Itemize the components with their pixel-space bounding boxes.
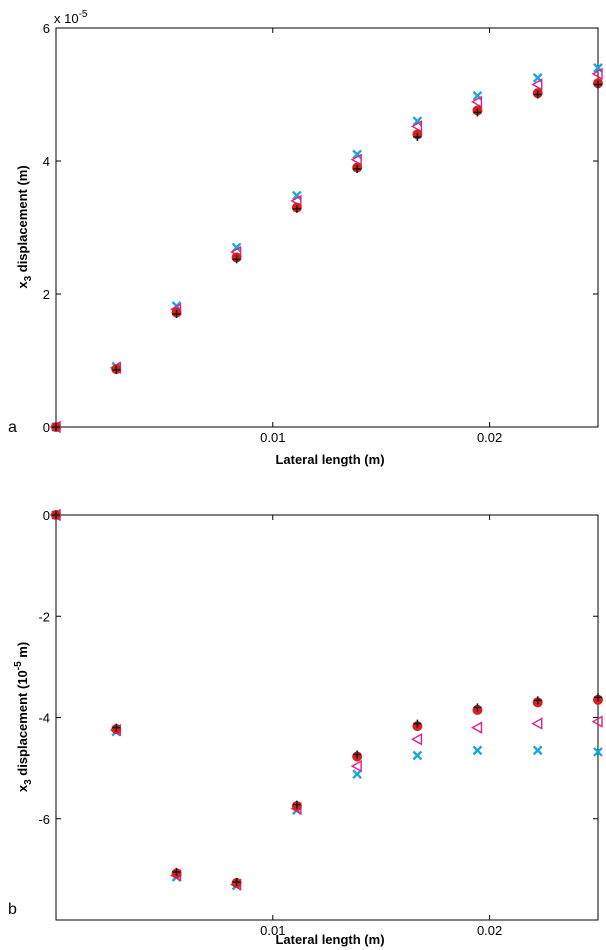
panel-a-data-point-plus [52,423,60,431]
panel-b-data-point-plus [172,867,181,876]
panel-a-data-point-plus [353,164,362,173]
panel-b-plot-frame [55,514,599,921]
panel-a-data-point-plus [292,204,301,213]
panel-a-data-point-x [352,149,362,160]
panel-a-letter: a [8,419,17,436]
panel-b-data-point-plus [353,750,362,759]
panel-a-data-point-triangle-left [471,95,483,109]
panel-b-data-point-x [352,769,362,780]
panel-b-data-point-plus [112,723,121,732]
panel-a-ylabel-rest: displacement (m) [15,165,30,276]
panel-b-data-point-triangle-left [471,721,483,734]
panel-a-data-point-plus [413,133,422,142]
panel-a-y-tick-label: 0 [43,420,50,435]
panel-a-data-point-plus [232,255,241,264]
panel-a-y-axis-label: x3 displacement (m) [15,165,34,288]
panel-a-chart: 0.01 0.02 0 2 4 6 x 10-5 Lateral length (m) x… [8,9,603,467]
panel-a-data-point-plus [533,90,542,99]
panel-a-x-tick-label: 0.02 [477,430,502,445]
panel-b-ylabel-sub: 3 [23,779,34,785]
panel-b-data-point-plus [594,693,602,702]
panel-a-data-point-x [292,190,302,201]
panel-b-data-point-x [532,745,543,756]
panel-b-x-axis-label: Lateral length (m) [275,932,384,947]
panel-a-data-point-triangle-left [531,78,543,91]
panel-b-y-axis-label: x3 displacement (10-5 m) [13,642,34,792]
panel-a-ticks: 0.01 0.02 0 2 4 6 [43,21,598,445]
panel-a-data-point-x [472,90,483,101]
panel-a-data-point-x [593,63,603,73]
panel-b-data-point-plus [232,878,241,887]
panel-a-y-tick-label: 2 [43,287,50,302]
panel-b-data-point-plus [292,800,301,809]
panel-b-y-tick-label: 0 [43,508,50,523]
panel-a-y-tick-label: 4 [43,154,50,169]
panel-b-ylabel-mid: displacement (10 [15,670,30,779]
panel-b-data-point-triangle-left [350,759,362,773]
panel-a-data-point-triangle-left [410,120,423,133]
panel-a-plot-frame [55,27,599,428]
panel-a-x-tick-label: 0.01 [260,430,285,445]
panel-b-y-tick-label: -4 [38,711,50,726]
panel-b-x-tick-label: 0.02 [477,923,502,938]
panel-b-x-tick-label: 0.01 [260,923,285,938]
panel-b-data-marks [49,508,603,891]
panel-a-data-marks [49,63,603,434]
panel-b-chart: 0.01 0.02 0 -2 -4 -6 Lateral length (m) x3 di… [8,508,603,947]
panel-b-data-point-triangle-left [531,717,543,730]
panel-a-data-point-triangle-left [350,153,362,166]
panel-a-data-point-plus [473,108,482,117]
panel-b-data-point-x [472,745,483,756]
panel-b-data-point-triangle-left [591,715,603,728]
panel-b-ticks: 0.01 0.02 0 -2 -4 -6 [38,508,598,938]
panel-a-data-point-plus [112,365,121,374]
panel-b-data-point-x [593,747,603,757]
panel-b-ylabel-end: m) [15,642,30,662]
panel-b-ylabel-main: x [15,784,30,792]
panel-b-letter: b [8,901,17,918]
panel-a-y-tick-label: 6 [43,21,50,36]
panel-a-exponent-power: -5 [79,9,88,20]
panel-a-data-point-x [412,116,423,126]
panel-b-data-point-plus [52,511,60,519]
panel-b-data-point-triangle-left [410,733,423,746]
panel-a-data-point-plus [594,80,602,89]
panel-b-y-tick-label: -2 [38,609,50,624]
panel-a-ylabel-main: x [15,281,30,289]
panel-b-data-point-plus [413,719,422,728]
panel-a-y-exponent: x 10-5 [54,9,88,26]
panel-a-x-axis-label: Lateral length (m) [275,452,384,467]
panel-a-data-point-triangle-left [591,67,603,81]
panel-b-ylabel-sup: -5 [13,661,24,670]
panel-b-data-point-x [412,750,423,761]
panel-a-exponent-base: x 10 [54,11,79,26]
panel-a-data-point-plus [172,309,181,318]
panel-b-data-point-plus [533,696,542,705]
panel-a-ylabel-sub: 3 [23,275,34,281]
panel-b-y-tick-label: -6 [38,812,50,827]
panel-b-data-point-plus [473,703,482,712]
